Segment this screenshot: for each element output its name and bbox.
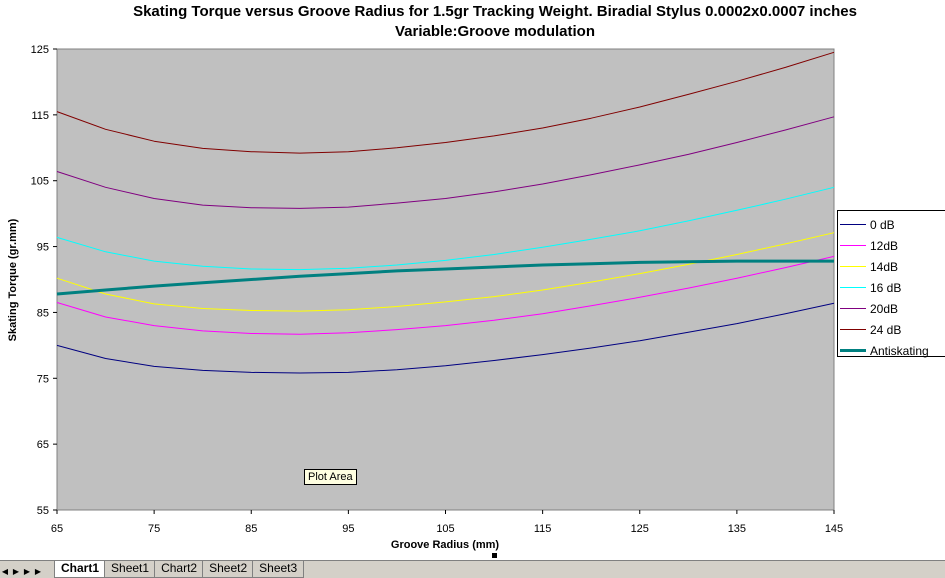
tab-chart1[interactable]: Chart1: [54, 561, 107, 578]
legend-label: 14dB: [870, 259, 899, 274]
legend-swatch: [840, 266, 866, 267]
first-sheet-button[interactable]: ◀: [1, 566, 9, 576]
x-tick-label: 145: [825, 523, 843, 535]
series-line-12db[interactable]: [56, 255, 835, 335]
series-line-0-db[interactable]: [56, 302, 835, 374]
tab-sheet3[interactable]: Sheet3: [252, 561, 305, 578]
legend-swatch: [840, 349, 866, 352]
legend-label: 16 dB: [870, 280, 902, 295]
tab-chart2[interactable]: Chart2: [154, 561, 205, 578]
legend-swatch: [840, 287, 866, 288]
legend[interactable]: 0 dB 12dB 14dB 16 dB 20dB 24 dB Antiskating: [837, 210, 945, 358]
y-tick-label: 85: [37, 307, 49, 319]
y-tick-label: 105: [31, 176, 49, 188]
y-tick-label: 95: [37, 242, 49, 254]
x-tick-label: 95: [342, 523, 354, 535]
tab-sheet1[interactable]: Sheet1: [104, 561, 157, 578]
tab-sheet2[interactable]: Sheet2: [202, 561, 255, 578]
y-tick-label: 65: [37, 439, 49, 451]
legend-swatch: [840, 245, 866, 246]
x-tick-label: 125: [631, 523, 649, 535]
plot-area-tooltip: Plot Area: [304, 469, 357, 485]
sheet-tab-bar: ◀ ▶ ▶ ▶ Chart1 Sheet1 Chart2 Sheet2 Shee…: [0, 560, 945, 578]
legend-swatch: [840, 308, 866, 309]
y-tick-label: 75: [37, 373, 49, 385]
x-tick-label: 65: [51, 523, 63, 535]
chart-title-line1: Skating Torque versus Groove Radius for …: [133, 3, 857, 20]
series-line-20db[interactable]: [56, 116, 835, 209]
series-line-antiskating[interactable]: [56, 259, 834, 296]
legend-item[interactable]: 12dB: [840, 235, 945, 256]
legend-label: 24 dB: [870, 322, 902, 337]
next-sheet-button[interactable]: ▶: [23, 566, 31, 576]
x-tick-label: 105: [436, 523, 454, 535]
legend-label: 20dB: [870, 301, 899, 316]
prev-sheet-button[interactable]: ▶: [12, 566, 20, 576]
plot-area[interactable]: [56, 48, 835, 511]
x-tick-label: 115: [534, 523, 552, 535]
legend-item[interactable]: 0 dB: [840, 214, 945, 235]
legend-item[interactable]: 14dB: [840, 256, 945, 277]
chart-title: Skating Torque versus Groove Radius for …: [0, 2, 945, 42]
last-sheet-button[interactable]: ▶: [34, 566, 42, 576]
series-line-24-db[interactable]: [56, 51, 835, 154]
legend-label: 0 dB: [870, 217, 895, 232]
y-tick-label: 125: [31, 44, 49, 56]
series-group: [56, 51, 835, 374]
legend-swatch: [840, 329, 866, 330]
x-tick-label: 135: [728, 523, 746, 535]
legend-item[interactable]: 24 dB: [840, 319, 945, 340]
y-tick-label: 115: [31, 110, 49, 122]
chart-title-line2: Variable:Groove modulation: [394, 23, 596, 40]
y-axis-title: Skating Torque (gr.mm): [7, 218, 19, 341]
legend-item[interactable]: 20dB: [840, 298, 945, 319]
x-axis: 65 75 85 95 105 115 125 135 145: [51, 510, 843, 535]
legend-item[interactable]: 16 dB: [840, 277, 945, 298]
series-line-16-db[interactable]: [56, 186, 835, 271]
x-tick-label: 85: [245, 523, 257, 535]
legend-item[interactable]: Antiskating: [840, 340, 945, 361]
legend-label: Antiskating: [870, 343, 929, 358]
legend-swatch: [840, 224, 866, 225]
legend-label: 12dB: [870, 238, 899, 253]
y-axis: 55 65 75 85 95 105 115 125: [31, 44, 57, 517]
selection-handle[interactable]: [492, 553, 497, 558]
y-tick-label: 55: [37, 505, 49, 517]
x-axis-title: Groove Radius (mm): [391, 539, 500, 551]
x-tick-label: 75: [148, 523, 160, 535]
